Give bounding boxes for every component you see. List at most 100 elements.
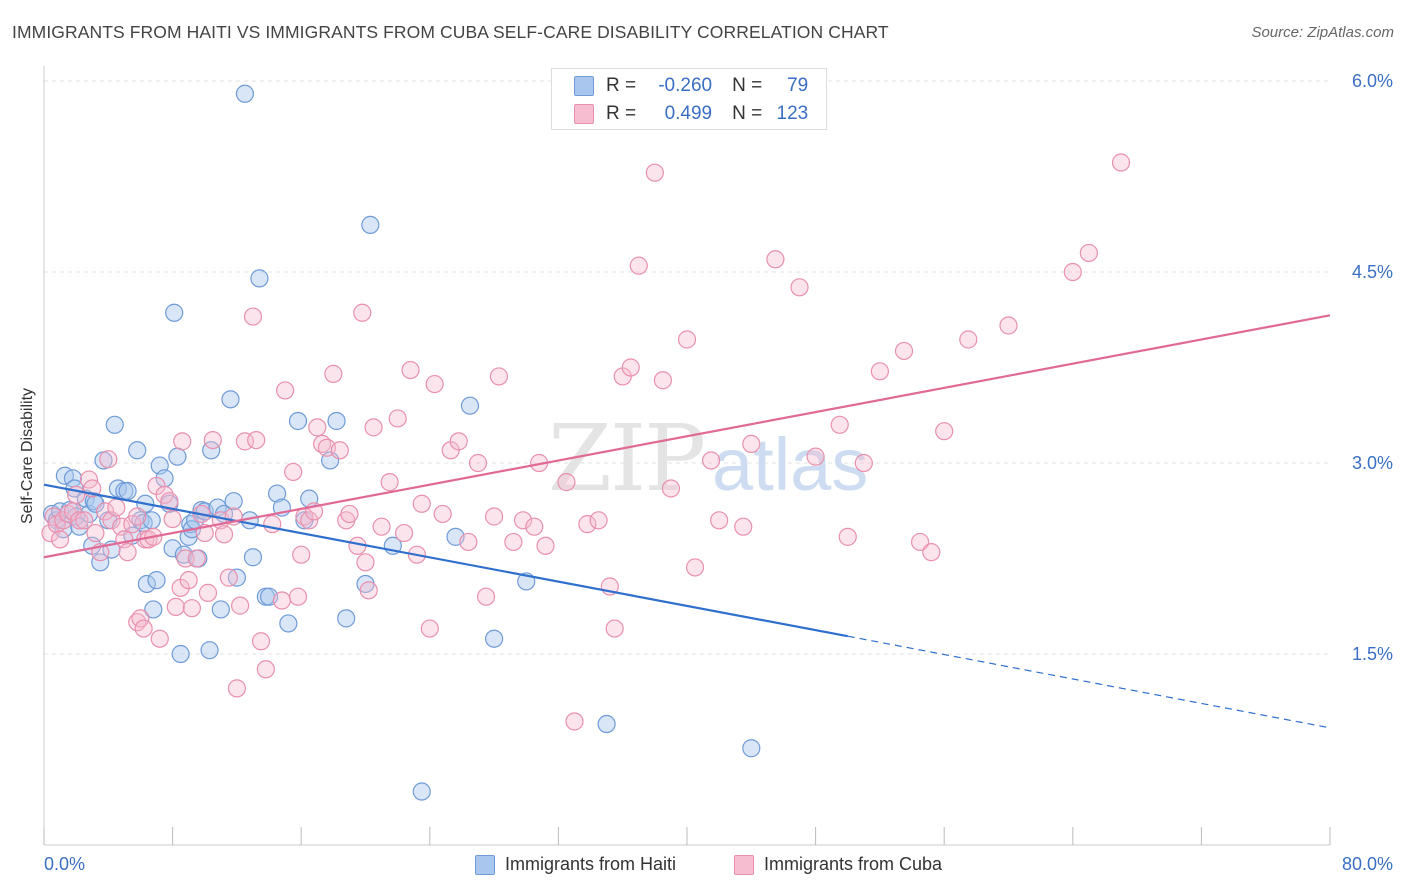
- haiti-point-73: [412, 782, 431, 801]
- legend-haiti-swatch-icon: [475, 854, 495, 875]
- haiti-point-47: [200, 641, 219, 660]
- cuba-point-59: [284, 462, 303, 482]
- cuba-point-39: [182, 599, 201, 618]
- legend-cuba-label: Immigrants from Cuba: [764, 854, 943, 874]
- cuba-point-47: [219, 568, 238, 587]
- cuba-points: [41, 153, 1131, 731]
- cuba-point-24: [131, 609, 150, 628]
- cuba-point-84: [420, 619, 439, 638]
- watermark-atlas: atlas: [712, 423, 868, 506]
- y-axis-label: Self-Care Disability: [19, 388, 36, 524]
- cuba-point-3: [50, 530, 70, 549]
- cuba-point-79: [388, 409, 407, 428]
- cuba-point-124: [894, 341, 914, 361]
- cuba-point-132: [1111, 153, 1131, 172]
- cuba-point-15: [99, 450, 118, 469]
- cuba-swatch-icon: [574, 104, 594, 124]
- cuba-point-98: [536, 536, 555, 555]
- cuba-point-78: [380, 473, 399, 492]
- haiti-n-value: 79: [787, 75, 809, 96]
- cuba-point-123: [870, 362, 890, 381]
- cuba-point-117: [766, 250, 785, 269]
- cuba-point-49: [227, 679, 246, 698]
- cuba-trend-line: [43, 314, 1331, 559]
- x-tick-label-max: 80.0%: [1342, 854, 1393, 874]
- cuba-point-106: [621, 358, 640, 377]
- cuba-point-116: [742, 434, 761, 454]
- cuba-point-46: [214, 525, 234, 544]
- cuba-point-75: [359, 581, 378, 600]
- cuba-point-104: [605, 619, 624, 638]
- cuba-point-121: [838, 527, 857, 546]
- cuba-point-58: [276, 381, 295, 400]
- cuba-point-61: [292, 545, 311, 564]
- cuba-point-112: [685, 558, 705, 577]
- cuba-point-102: [589, 511, 608, 530]
- cuba-point-109: [653, 371, 672, 390]
- cuba-point-94: [504, 532, 523, 552]
- cuba-point-80: [394, 523, 414, 543]
- haiti-point-57: [243, 548, 263, 567]
- cuba-point-8: [70, 511, 89, 530]
- haiti-r-label: R =: [606, 75, 637, 96]
- haiti-point-50: [211, 600, 230, 619]
- cuba-point-5: [59, 504, 78, 524]
- cuba-point-77: [372, 517, 391, 536]
- cuba-point-130: [1063, 262, 1082, 282]
- stats-row-cuba: R = 0.499 N = 123: [574, 100, 808, 128]
- cuba-r-value: 0.499: [664, 103, 713, 124]
- haiti-point-30: [144, 600, 163, 619]
- legend-item-haiti: Immigrants from Haiti: [475, 854, 676, 875]
- y-tick-label-1: 3.0%: [1352, 453, 1393, 473]
- cuba-n-value: 123: [776, 103, 809, 124]
- bottom-legend: Immigrants from Haiti Immigrants from Cu…: [0, 852, 1406, 878]
- haiti-swatch-icon: [574, 76, 594, 96]
- cuba-point-99: [557, 473, 576, 492]
- cuba-point-127: [935, 422, 954, 441]
- haiti-point-69: [337, 609, 356, 628]
- haiti-point-35: [163, 539, 182, 558]
- cuba-point-107: [629, 256, 648, 275]
- haiti-point-28: [137, 574, 156, 594]
- cuba-point-91: [476, 587, 496, 606]
- cuba-point-73: [353, 303, 372, 322]
- cuba-point-90: [468, 453, 488, 473]
- haiti-trend-extension: [847, 635, 1331, 729]
- cuba-point-22: [128, 507, 147, 526]
- haiti-point-58: [250, 269, 269, 288]
- haiti-point-53: [224, 492, 243, 511]
- cuba-r-label: R =: [606, 103, 637, 124]
- haiti-point-55: [235, 84, 255, 103]
- cuba-point-17: [107, 498, 126, 517]
- cuba-point-53: [247, 430, 266, 450]
- cuba-point-57: [272, 591, 292, 610]
- haiti-point-37: [168, 447, 187, 466]
- cuba-point-33: [163, 509, 182, 529]
- cuba-point-93: [489, 367, 509, 386]
- cuba-point-126: [922, 543, 941, 562]
- cuba-n-label: N =: [732, 103, 763, 124]
- haiti-point-75: [460, 396, 480, 415]
- haiti-point-24: [128, 441, 147, 460]
- haiti-point-79: [742, 739, 761, 758]
- cuba-point-65: [308, 418, 327, 437]
- y-tick-label-3: 6.0%: [1352, 71, 1393, 91]
- cuba-point-68: [324, 364, 343, 383]
- haiti-point-61: [267, 484, 287, 503]
- cuba-point-92: [485, 507, 504, 526]
- chart-title: IMMIGRANTS FROM HAITI VS IMMIGRANTS FROM…: [12, 22, 889, 42]
- chart-source: Source: ZipAtlas.com: [1251, 24, 1394, 41]
- stats-row-haiti: R = -0.260 N = 79: [574, 72, 808, 100]
- legend-cuba-swatch-icon: [734, 854, 754, 875]
- cuba-point-125: [910, 532, 930, 552]
- haiti-point-63: [279, 614, 298, 633]
- cuba-point-43: [198, 583, 218, 602]
- legend-haiti-label: Immigrants from Haiti: [505, 854, 677, 874]
- cuba-point-56: [263, 515, 282, 534]
- cuba-point-52: [243, 307, 263, 326]
- cuba-point-20: [118, 543, 137, 562]
- cuba-point-81: [401, 360, 420, 380]
- axes: [43, 66, 1331, 846]
- cuba-point-88: [449, 432, 468, 451]
